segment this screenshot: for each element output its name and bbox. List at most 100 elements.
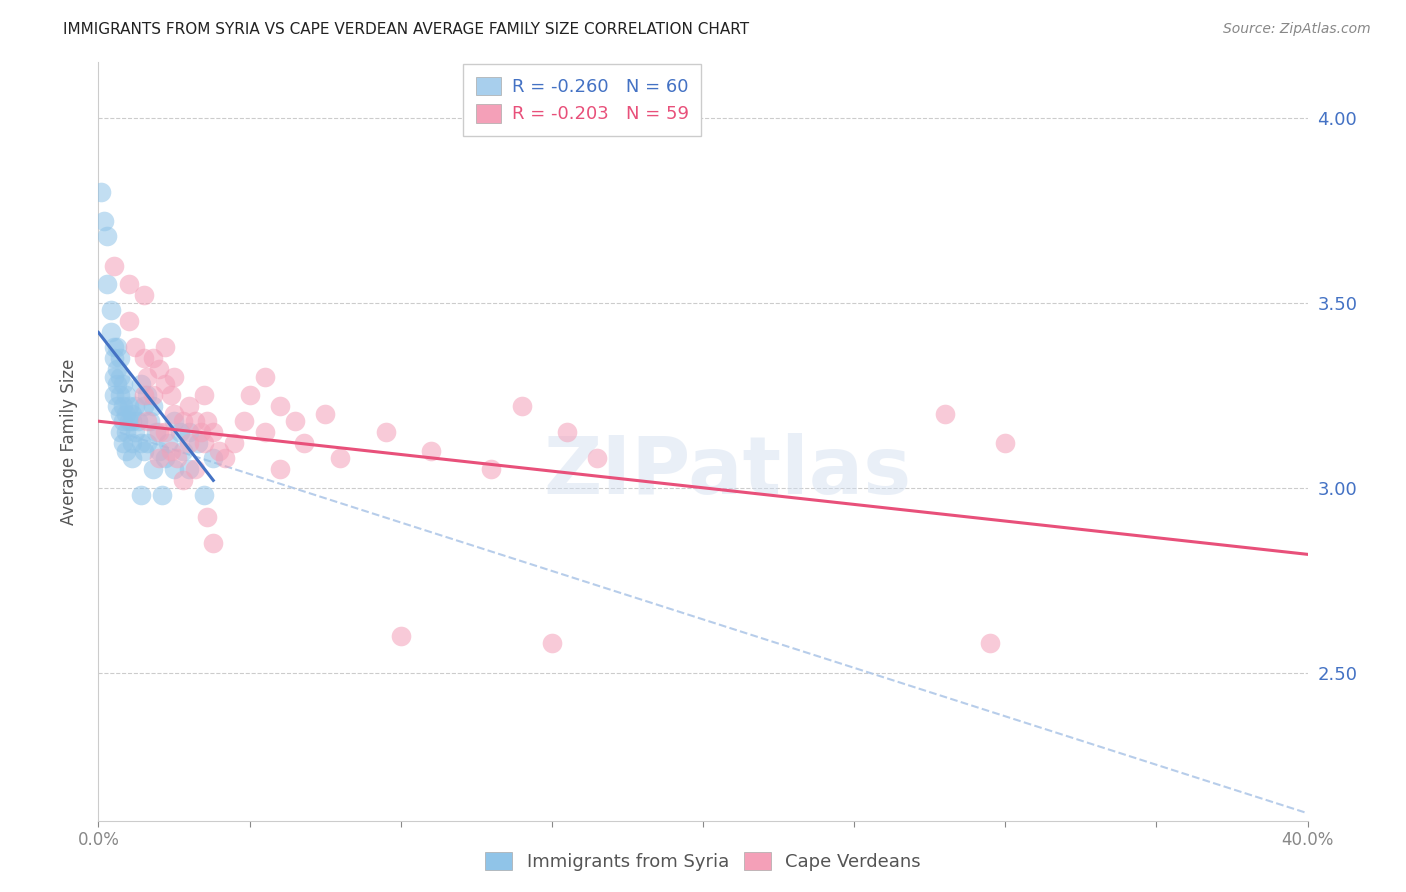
Point	[994, 436, 1017, 450]
Point	[253, 425, 276, 440]
Point	[132, 443, 155, 458]
Point	[135, 414, 157, 428]
Legend: Immigrants from Syria, Cape Verdeans: Immigrants from Syria, Cape Verdeans	[478, 845, 928, 879]
Point	[555, 425, 578, 440]
Point	[118, 414, 141, 428]
Point	[163, 369, 186, 384]
Point	[100, 303, 122, 318]
Point	[129, 488, 152, 502]
Point	[114, 388, 136, 402]
Point	[135, 369, 157, 384]
Point	[103, 259, 125, 273]
Text: ZIPatlas: ZIPatlas	[543, 433, 911, 511]
Point	[193, 388, 215, 402]
Point	[148, 451, 170, 466]
Point	[148, 425, 170, 440]
Point	[214, 451, 236, 466]
Point	[253, 369, 276, 384]
Point	[90, 185, 112, 199]
Point	[481, 462, 503, 476]
Point	[111, 414, 134, 428]
Point	[314, 407, 336, 421]
Point	[129, 436, 152, 450]
Point	[142, 351, 165, 366]
Legend: R = -0.260   N = 60, R = -0.203   N = 59: R = -0.260 N = 60, R = -0.203 N = 59	[463, 64, 702, 136]
Point	[153, 451, 176, 466]
Point	[232, 414, 254, 428]
Point	[202, 425, 225, 440]
Point	[148, 362, 170, 376]
Point	[510, 400, 533, 414]
Point	[121, 414, 143, 428]
Point	[163, 407, 186, 421]
Point	[284, 414, 307, 428]
Y-axis label: Average Family Size: Average Family Size	[59, 359, 77, 524]
Point	[179, 462, 201, 476]
Point	[96, 277, 118, 292]
Point	[153, 340, 176, 354]
Point	[269, 462, 291, 476]
Point	[111, 400, 134, 414]
Point	[142, 388, 165, 402]
Point	[142, 462, 165, 476]
Point	[105, 340, 128, 354]
Point	[114, 443, 136, 458]
Point	[129, 377, 152, 392]
Point	[156, 436, 179, 450]
Point	[105, 400, 128, 414]
Point	[111, 377, 134, 392]
Point	[184, 414, 207, 428]
Point	[135, 388, 157, 402]
Point	[292, 436, 315, 450]
Point	[979, 636, 1001, 650]
Point	[96, 229, 118, 244]
Point	[108, 369, 131, 384]
Point	[139, 414, 162, 428]
Point	[103, 340, 125, 354]
Point	[103, 369, 125, 384]
Point	[124, 425, 146, 440]
Point	[121, 436, 143, 450]
Point	[195, 414, 218, 428]
Point	[540, 636, 562, 650]
Point	[586, 451, 609, 466]
Point	[166, 451, 188, 466]
Point	[100, 326, 122, 340]
Point	[108, 407, 131, 421]
Point	[127, 414, 149, 428]
Point	[329, 451, 352, 466]
Point	[187, 436, 209, 450]
Point	[124, 400, 146, 414]
Point	[108, 425, 131, 440]
Point	[121, 451, 143, 466]
Point	[193, 488, 215, 502]
Point	[108, 351, 131, 366]
Point	[124, 340, 146, 354]
Point	[172, 414, 194, 428]
Point	[132, 288, 155, 302]
Point	[105, 377, 128, 392]
Point	[135, 436, 157, 450]
Point	[114, 407, 136, 421]
Point	[389, 629, 412, 643]
Point	[121, 407, 143, 421]
Point	[118, 400, 141, 414]
Point	[169, 425, 191, 440]
Point	[160, 388, 183, 402]
Point	[148, 443, 170, 458]
Point	[93, 214, 115, 228]
Point	[111, 436, 134, 450]
Point	[118, 277, 141, 292]
Point	[103, 388, 125, 402]
Point	[184, 462, 207, 476]
Point	[202, 451, 225, 466]
Point	[239, 388, 262, 402]
Point	[132, 388, 155, 402]
Point	[195, 510, 218, 524]
Point	[202, 536, 225, 550]
Point	[269, 400, 291, 414]
Point	[163, 462, 186, 476]
Point	[132, 351, 155, 366]
Point	[153, 377, 176, 392]
Point	[118, 314, 141, 328]
